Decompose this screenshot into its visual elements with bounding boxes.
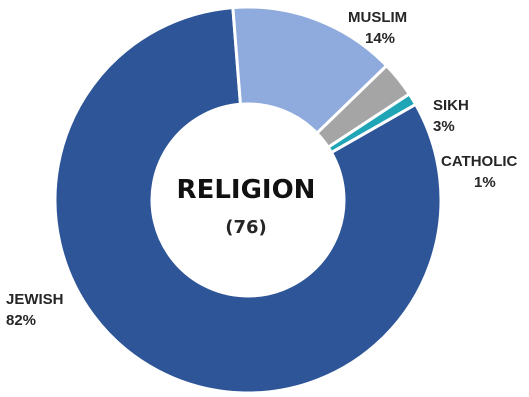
label-sikh-value: 3% — [433, 118, 455, 135]
chart-subtitle: (76) — [225, 217, 267, 238]
slice-labels: JEWISH 82% MUSLIM 14% SIKH 3% CATHOLIC 1% — [6, 9, 518, 329]
slice-catholic — [326, 91, 418, 155]
slice-jewish — [53, 5, 443, 395]
label-jewish-value: 82% — [6, 312, 36, 329]
label-sikh-name: SIKH — [433, 97, 469, 114]
donut-slices — [53, 5, 443, 395]
label-catholic-name: CATHOLIC — [441, 153, 518, 170]
label-jewish-name: JEWISH — [6, 291, 64, 308]
label-muslim-value: 14% — [365, 30, 395, 47]
label-catholic-value: 1% — [474, 174, 496, 191]
label-muslim-name: MUSLIM — [348, 9, 407, 26]
chart-title: RELIGION — [177, 175, 316, 205]
